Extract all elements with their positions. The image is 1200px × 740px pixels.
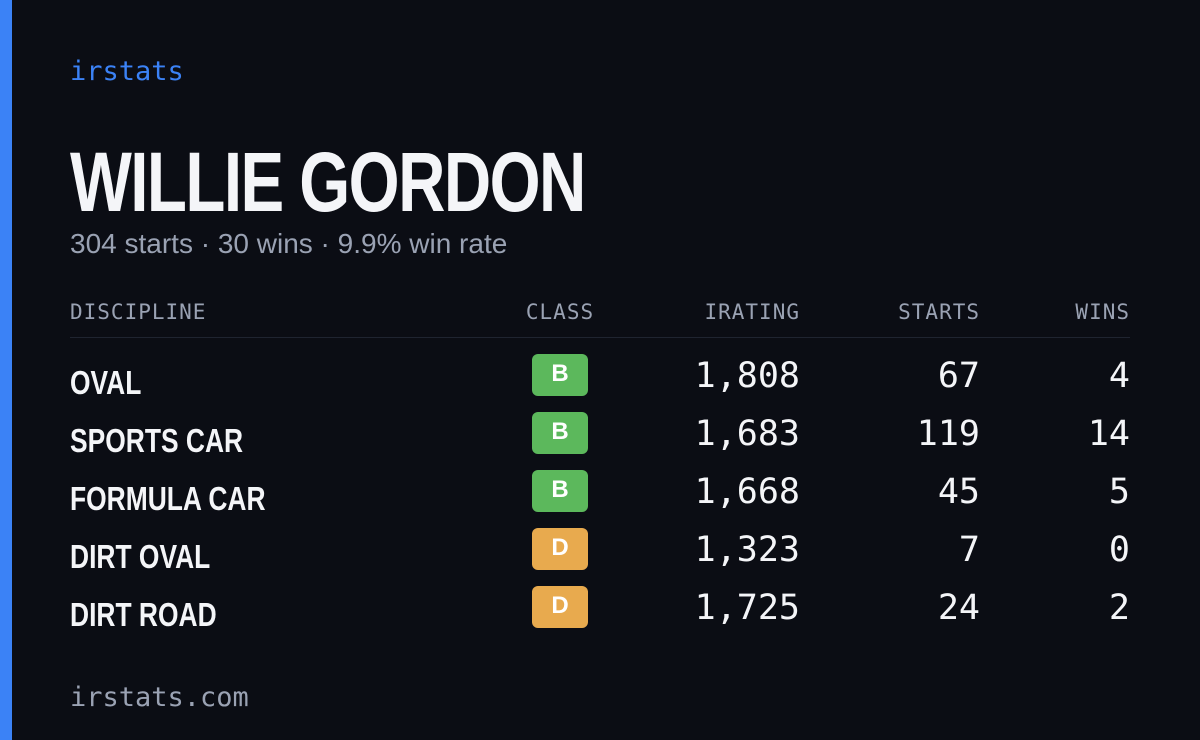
wins: 2: [1108, 588, 1130, 628]
column-header: STARTS: [898, 300, 980, 324]
starts: 119: [916, 414, 980, 454]
column-header: IRATING: [704, 300, 800, 324]
discipline: DIRT OVAL: [70, 538, 211, 575]
starts: 24: [937, 588, 980, 628]
wins: 0: [1108, 530, 1130, 570]
summary: 304 starts · 30 wins · 9.9% win rate: [70, 228, 508, 259]
discipline: DIRT ROAD: [70, 596, 217, 633]
discipline: FORMULA CAR: [70, 480, 266, 517]
driver-name: WILLIE GORDON: [70, 135, 586, 229]
starts: 45: [937, 472, 980, 512]
irating: 1,683: [694, 414, 800, 454]
discipline: OVAL: [70, 364, 142, 401]
accent-bar: [0, 0, 12, 740]
column-header: WINS: [1075, 300, 1130, 324]
irating: 1,725: [694, 588, 800, 628]
header-rule: [70, 337, 1130, 338]
footer-url: irstats.com: [70, 682, 249, 713]
class-badge: B: [532, 354, 588, 396]
irating: 1,668: [694, 472, 800, 512]
brand: irstats: [70, 56, 184, 87]
class-badge: D: [532, 528, 588, 570]
discipline: SPORTS CAR: [70, 422, 244, 459]
starts: 7: [958, 530, 980, 570]
column-header: CLASS: [525, 300, 595, 324]
irating: 1,323: [694, 530, 800, 570]
column-header: DISCIPLINE: [70, 300, 207, 324]
starts: 67: [937, 356, 980, 396]
wins: 4: [1108, 356, 1130, 396]
class-badge: B: [532, 412, 588, 454]
wins: 14: [1087, 414, 1130, 454]
class-badge: D: [532, 586, 588, 628]
irating: 1,808: [694, 356, 800, 396]
class-badge: B: [532, 470, 588, 512]
wins: 5: [1108, 472, 1130, 512]
